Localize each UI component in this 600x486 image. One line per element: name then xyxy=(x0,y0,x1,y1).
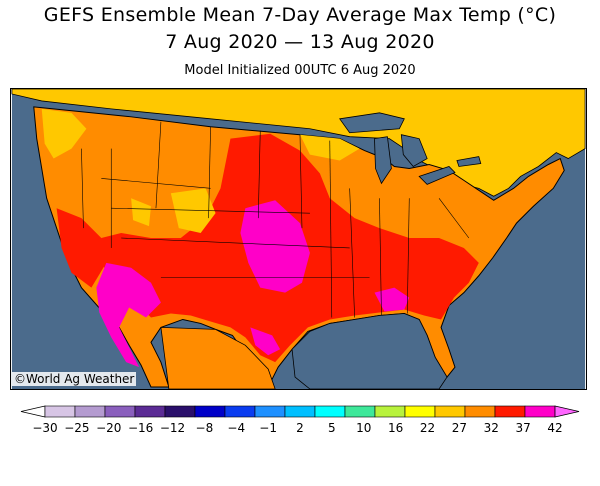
temperature-map xyxy=(10,88,587,390)
colorbar-label: −12 xyxy=(160,421,185,435)
colorbar-swatches xyxy=(20,405,580,418)
model-init-label: Model Initialized 00UTC 6 Aug 2020 xyxy=(184,63,416,78)
colorbar-swatch xyxy=(404,405,436,418)
colorbar-swatch xyxy=(164,405,196,418)
region-desert-magenta xyxy=(96,262,161,368)
colorbar-swatch xyxy=(494,405,526,418)
colorbar-label: −20 xyxy=(96,421,121,435)
region-plains-magenta xyxy=(240,200,310,293)
colorbar-swatch xyxy=(254,405,286,418)
lake-erie xyxy=(418,166,456,185)
colorbar-label: 37 xyxy=(515,421,530,435)
colorbar-label: −30 xyxy=(32,421,57,435)
colorbar-swatch xyxy=(74,405,106,418)
colorbar-label: 32 xyxy=(484,421,499,435)
colorbar-high-arrow xyxy=(554,405,580,418)
colorbar-label: 5 xyxy=(328,421,336,435)
colorbar-swatch xyxy=(374,405,406,418)
colorbar-label: 2 xyxy=(296,421,304,435)
colorbar-swatch xyxy=(194,405,226,418)
lake-ontario xyxy=(456,156,482,167)
land-mexico xyxy=(160,326,276,389)
colorbar-label: −8 xyxy=(196,421,214,435)
region-greatbasin-yellow xyxy=(131,198,151,227)
map-title: GEFS Ensemble Mean 7-Day Average Max Tem… xyxy=(43,4,557,26)
lake-superior xyxy=(339,112,405,134)
colorbar-swatch xyxy=(344,405,376,418)
colorbar-swatch xyxy=(224,405,256,418)
region-northwest-yellow xyxy=(41,108,87,159)
colorbar-swatch xyxy=(134,405,166,418)
colorbar-label: −16 xyxy=(128,421,153,435)
colorbar-swatch xyxy=(44,405,76,418)
colorbar-label: 16 xyxy=(388,421,403,435)
colorbar-label: −25 xyxy=(64,421,89,435)
colorbar-label: 10 xyxy=(356,421,371,435)
map-credit: ©World Ag Weather xyxy=(12,372,137,386)
colorbar-swatch xyxy=(284,405,316,418)
colorbar-low-arrow xyxy=(20,405,46,418)
colorbar-labels: −30 −25 −20 −16 −12 −8 −4 −1 2 5 10 16 22 27 32 37 42 xyxy=(32,421,562,435)
colorbar-swatch xyxy=(464,405,496,418)
region-southeast-magenta xyxy=(374,287,410,312)
region-southwest-red xyxy=(56,208,107,288)
date-range: 7 Aug 2020 — 13 Aug 2020 xyxy=(165,31,435,53)
colorbar-label: 42 xyxy=(547,421,562,435)
colorbar-label: −4 xyxy=(227,421,245,435)
colorbar-swatch xyxy=(314,405,346,418)
colorbar-swatch xyxy=(524,405,556,418)
colorbar-label: −1 xyxy=(259,421,277,435)
colorbar: −30 −25 −20 −16 −12 −8 −4 −1 2 5 10 16 22 27 32 37 42 xyxy=(20,405,580,435)
colorbar-swatch xyxy=(104,405,136,418)
region-mexico-magenta xyxy=(250,327,281,356)
colorbar-swatch xyxy=(434,405,466,418)
region-rockies-yellow xyxy=(170,188,216,234)
gulf-of-mexico xyxy=(291,313,448,389)
colorbar-label: 22 xyxy=(420,421,435,435)
colorbar-label: 27 xyxy=(452,421,467,435)
state-borders xyxy=(81,121,470,318)
lake-michigan xyxy=(374,136,392,185)
lake-huron xyxy=(400,134,428,167)
